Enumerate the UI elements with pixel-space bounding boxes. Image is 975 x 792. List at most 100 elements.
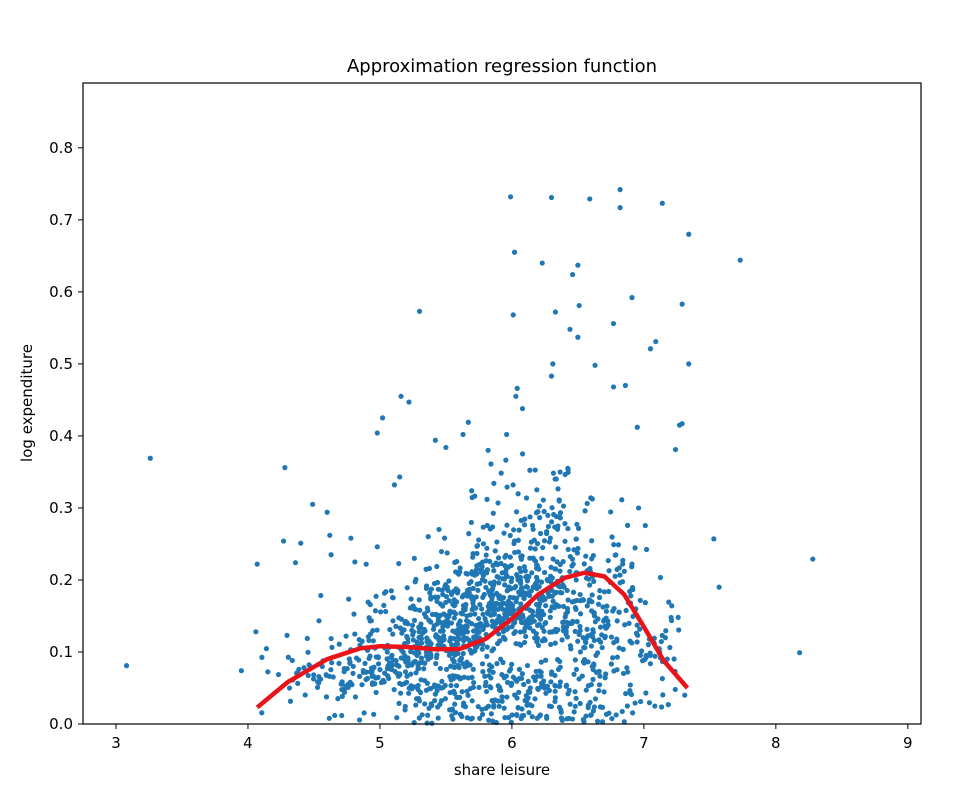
scatter-point: [383, 608, 389, 615]
y-tick-label: 0.4: [49, 427, 73, 445]
scatter-point: [467, 685, 474, 692]
scatter-point: [513, 509, 520, 515]
scatter-point: [582, 638, 588, 644]
scatter-point: [620, 646, 626, 652]
scatter-point: [470, 628, 477, 634]
scatter-point: [357, 673, 363, 679]
scatter-point: [527, 514, 533, 520]
scatter-point: [435, 613, 441, 619]
scatter-point: [448, 635, 454, 641]
scatter-point: [352, 559, 358, 565]
scatter-point: [603, 608, 610, 614]
scatter-point: [430, 626, 437, 632]
scatter-point: [491, 704, 497, 710]
scatter-point: [546, 539, 553, 545]
scatter-point: [434, 598, 440, 605]
scatter-point: [591, 704, 597, 710]
scatter-point: [810, 556, 816, 562]
scatter-point: [476, 561, 482, 568]
scatter-point: [522, 625, 528, 631]
scatter-point: [289, 657, 295, 664]
scatter-point: [359, 638, 365, 644]
scatter-point: [620, 561, 626, 567]
scatter-point: [552, 640, 558, 646]
scatter-point: [495, 555, 502, 561]
scatter-point: [434, 579, 441, 586]
scatter-point: [485, 703, 492, 709]
scatter-point: [624, 522, 631, 528]
scatter-point: [584, 603, 590, 609]
scatter-point: [537, 596, 544, 603]
scatter-point: [387, 626, 393, 633]
scatter-point: [439, 678, 445, 685]
scatter-point: [608, 634, 615, 640]
x-tick-label: 4: [243, 734, 253, 752]
scatter-point: [433, 660, 439, 667]
scatter-point: [532, 581, 538, 587]
scatter-point: [484, 496, 490, 502]
scatter-point: [416, 597, 422, 603]
scatter-point: [525, 678, 531, 685]
scatter-point: [416, 634, 422, 640]
scatter-point: [559, 590, 565, 596]
scatter-point: [547, 608, 553, 614]
scatter-point: [418, 655, 425, 661]
scatter-point: [509, 712, 515, 718]
scatter-point: [530, 526, 536, 532]
scatter-point: [652, 703, 658, 709]
x-tick-label: 8: [771, 734, 781, 752]
scatter-point: [577, 611, 584, 617]
scatter-point: [541, 569, 548, 576]
scatter-point: [657, 574, 664, 581]
scatter-point: [589, 556, 595, 562]
scatter-point: [440, 624, 446, 630]
scatter-point: [598, 639, 604, 645]
scatter-point: [544, 683, 551, 689]
scatter-point: [472, 648, 478, 654]
scatter-point: [424, 680, 430, 686]
scatter-point: [377, 667, 383, 673]
scatter-point: [532, 677, 538, 684]
scatter-point: [476, 615, 482, 622]
scatter-point: [529, 570, 535, 576]
scatter-point: [603, 711, 610, 717]
scatter-point: [527, 467, 533, 473]
scatter-point: [416, 629, 422, 635]
scatter-point: [534, 715, 540, 721]
scatter-point: [549, 505, 555, 511]
scatter-point: [484, 653, 490, 659]
scatter-point: [602, 633, 608, 640]
y-axis-ticks: 0.0 0.1 0.2 0.3 0.4 0.5 0.6 0.7 0.8: [49, 139, 83, 733]
scatter-point: [474, 581, 480, 587]
scatter-point: [411, 606, 417, 612]
scatter-point: [432, 594, 438, 600]
scatter-point: [314, 684, 321, 690]
scatter-point: [541, 636, 547, 642]
scatter-point: [587, 196, 593, 202]
scatter-point: [518, 601, 524, 607]
scatter-point: [569, 716, 576, 722]
scatter-point: [448, 591, 455, 597]
scatter-point: [483, 552, 489, 558]
scatter-point: [587, 582, 593, 588]
scatter-point: [617, 572, 623, 578]
scatter-point: [509, 661, 515, 667]
scatter-point: [488, 711, 494, 717]
scatter-point: [424, 720, 430, 726]
scatter-point: [590, 666, 596, 673]
scatter-point: [497, 638, 503, 644]
scatter-point: [521, 595, 527, 602]
scatter-point: [537, 515, 543, 521]
scatter-point: [514, 385, 520, 391]
scatter-point: [472, 572, 478, 578]
scatter-point: [316, 674, 322, 680]
scatter-point: [557, 469, 563, 475]
scatter-point: [486, 588, 492, 594]
scatter-point: [616, 609, 622, 615]
scatter-point: [576, 631, 582, 637]
scatter-point: [466, 586, 473, 592]
scatter-point: [588, 681, 594, 688]
scatter-point: [369, 669, 375, 675]
scatter-point: [373, 654, 379, 660]
scatter-point: [436, 526, 442, 533]
